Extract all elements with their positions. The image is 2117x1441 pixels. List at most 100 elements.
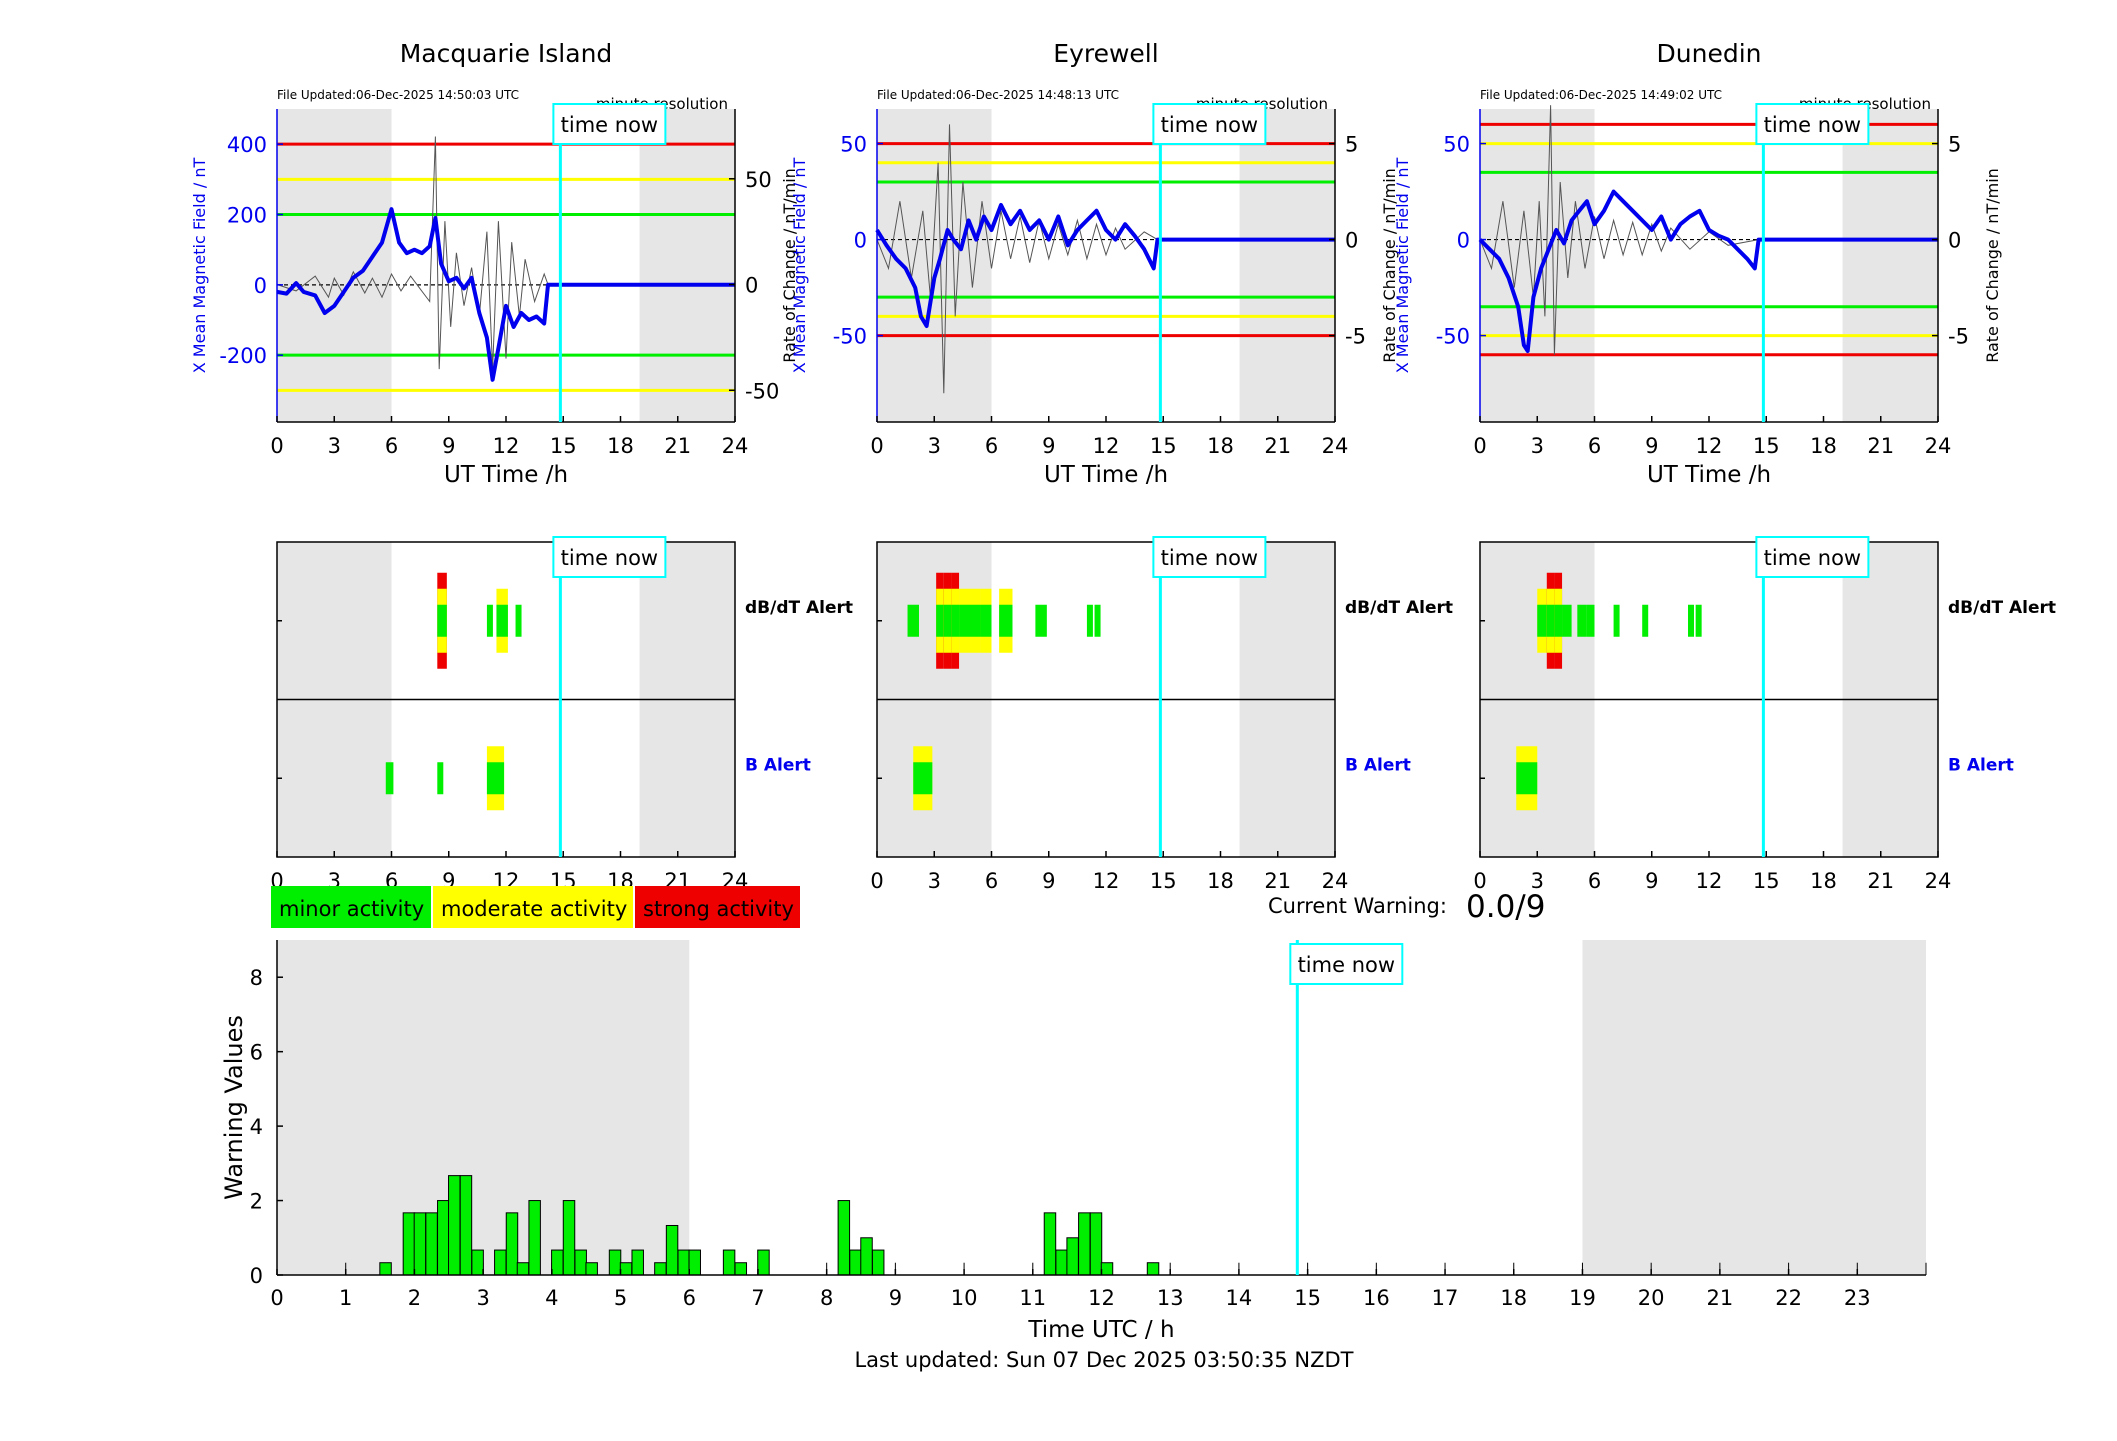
time-now-box [1152,103,1267,145]
x-tick-label: 16 [1363,1286,1390,1310]
current-warning-value: 0.0/9 [1466,889,1545,925]
warning-bar [402,1212,416,1276]
b-alert-label: B Alert [745,755,811,775]
x-tick-label: 21 [1264,434,1291,458]
warning-bar [608,1249,622,1276]
warning-bar [1100,1262,1114,1276]
y-tick-label: 400 [227,133,267,157]
station-title: Macquarie Island [400,39,613,68]
time-now-box [1289,943,1404,985]
warning-bar [849,1249,862,1276]
current-warning: Current Warning: 0.0/9 [1268,889,1545,925]
x-axis-label: Time UTC / h [1027,1317,1174,1343]
db-alert-mark-minor [1577,604,1587,637]
x-tick-label: 6 [1588,434,1601,458]
legend-swatch [635,886,800,928]
time-now-box [552,536,667,578]
db-alert-mark-minor [907,604,919,637]
x-tick-label: 18 [607,434,634,458]
x-tick-label: 9 [1042,869,1055,893]
warning-bar [1078,1212,1091,1276]
x-tick-label: 24 [1322,869,1349,893]
db-alert-mark-minor [951,604,960,637]
y-axis-label: X Mean Magnetic Field / nT [190,158,209,374]
warning-bar [562,1200,576,1276]
legend-label: moderate activity [441,897,627,921]
db-alert-mark-minor [1688,604,1695,637]
x-tick-label: 9 [442,434,455,458]
db-alert-mark-minor [1035,604,1047,637]
db-alert-mark-minor [980,604,992,637]
x-tick-label: 3 [328,434,341,458]
y-tick-label: -50 [1436,325,1470,349]
warning-bar [494,1249,507,1276]
x-tick-label: 24 [1925,869,1952,893]
field-series [1478,189,1938,353]
night-shade [277,109,392,422]
warning-bar [654,1262,667,1276]
x-tick-label: 18 [1207,434,1234,458]
field-series [276,207,735,382]
x-tick-label: 6 [683,1286,696,1310]
warning-bar [1089,1212,1103,1276]
db-alert-label: dB/dT Alert [1345,598,1453,618]
night-shade [1480,109,1595,422]
b-alert-label: B Alert [1345,755,1411,775]
warning-bar [677,1249,690,1276]
x-tick-label: 0 [870,869,883,893]
y2-tick-label: 5 [1345,133,1358,157]
warning-bar [574,1249,587,1276]
station-title: Dunedin [1657,39,1762,68]
db-alert-mark-minor [1546,604,1555,637]
y-tick-label: -50 [833,325,867,349]
x-tick-label: 12 [1088,1286,1115,1310]
b-alert-mark-minor [385,762,394,795]
warning-bar [871,1249,885,1276]
y-tick-label: 0 [1457,229,1470,253]
x-tick-label: 18 [1810,434,1837,458]
x-tick-label: 21 [664,434,691,458]
x-tick-label: 8 [820,1286,833,1310]
station-panel: Macquarie Island -200 0 200 400 -50 0 50 0 3 6 9 12 1… [190,39,853,893]
x-tick-label: 6 [385,434,398,458]
x-tick-label: 15 [1150,434,1177,458]
x-tick-label: 23 [1844,1286,1871,1310]
time-now-label: time now [1161,546,1258,570]
x-tick-label: 9 [889,1286,902,1310]
x-tick-label: 2 [408,1286,421,1310]
x-tick-label: 15 [1753,434,1780,458]
y-axis-label: X Mean Magnetic Field / nT [790,158,809,374]
last-updated-text: Last updated: Sun 07 Dec 2025 03:50:35 N… [854,1348,1353,1372]
db-alert-mark-minor [1554,604,1563,637]
x-tick-label: 9 [1645,434,1658,458]
x-tick-label: 21 [1264,869,1291,893]
x-tick-label: 12 [493,434,520,458]
rate-of-change-series [1479,105,1938,355]
x-axis-label: UT Time /h [444,462,568,488]
y-tick-label: 0 [254,274,267,298]
db-alert-mark-minor [496,604,508,637]
x-tick-label: 9 [1645,869,1658,893]
x-tick-label: 11 [1019,1286,1046,1310]
time-now-label: time now [561,113,658,137]
time-now-label: time now [1298,953,1395,977]
x-tick-label: 12 [1093,434,1120,458]
y-tick-label: 0 [250,1264,263,1288]
x-tick-label: 24 [1322,434,1349,458]
x-axis-label: UT Time /h [1647,462,1771,488]
night-shade [1582,940,1926,1275]
warning-bar [459,1175,473,1276]
y2-tick-label: -5 [1345,325,1366,349]
time-now-label: time now [561,546,658,570]
warning-bar [722,1249,736,1276]
x-tick-label: 21 [1867,869,1894,893]
db-alert-mark-minor [970,604,981,637]
y2-tick-label: 0 [1948,229,1961,253]
field-series [875,203,1335,328]
